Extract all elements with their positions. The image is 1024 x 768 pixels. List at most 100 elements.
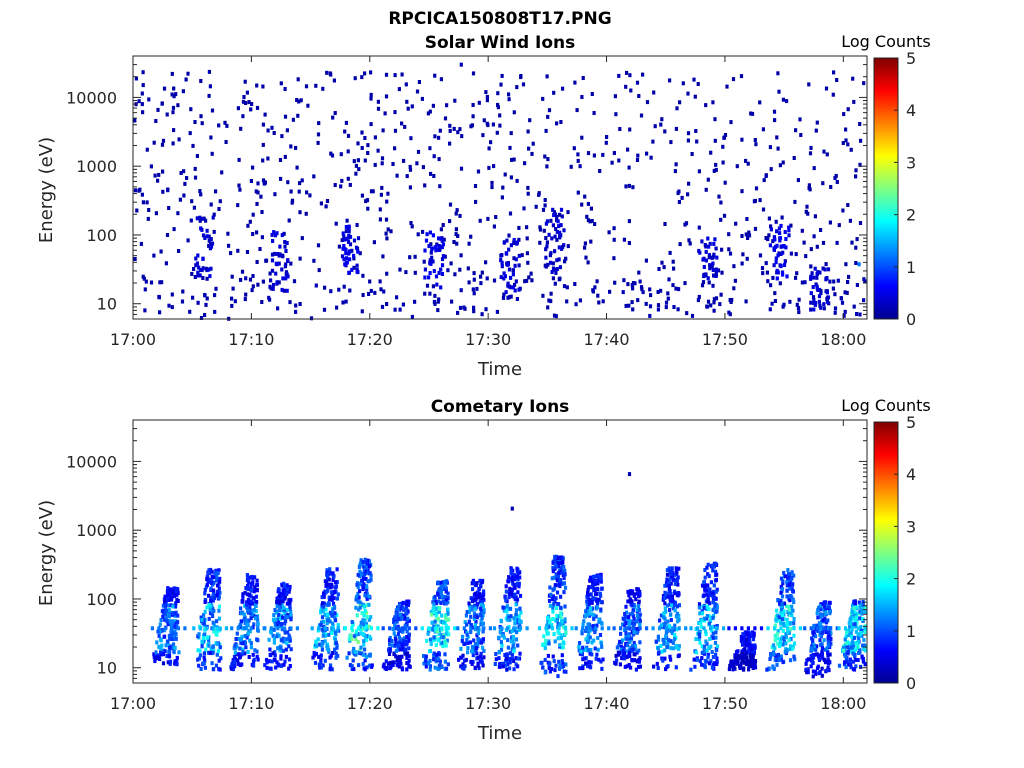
heatmap-cell [711, 631, 715, 636]
heatmap-cell [409, 221, 413, 225]
heatmap-cell [515, 597, 520, 602]
heatmap-cell [204, 302, 208, 307]
heatmap-cell [745, 217, 749, 221]
heatmap-cell [472, 638, 476, 643]
heatmap-cell [312, 653, 317, 658]
heatmap-cell [385, 199, 389, 204]
heatmap-cell [283, 114, 288, 119]
heatmap-cell [366, 579, 370, 584]
heatmap-cell [590, 652, 594, 657]
heatmap-cell [775, 276, 779, 281]
heatmap-cell [720, 270, 724, 275]
heatmap-cell [149, 164, 153, 169]
heatmap-cell [547, 641, 551, 646]
heatmap-cell [331, 571, 335, 576]
heatmap-cell [251, 274, 255, 278]
heatmap-cell [259, 194, 263, 199]
heatmap-cell [350, 626, 354, 631]
heatmap-cell [247, 593, 251, 598]
heatmap-cell [719, 200, 723, 205]
heatmap-cell [510, 652, 514, 657]
heatmap-cell [275, 600, 279, 605]
heatmap-cell [173, 645, 177, 650]
heatmap-cell [753, 645, 757, 650]
heatmap-cell [659, 122, 663, 127]
heatmap-cell [344, 229, 348, 234]
heatmap-cell [427, 661, 431, 666]
heatmap-cell [651, 626, 655, 631]
heatmap-cell [473, 606, 478, 611]
heatmap-cell [263, 663, 267, 668]
heatmap-cell [367, 292, 371, 296]
heatmap-cell [389, 229, 393, 234]
heatmap-cell [232, 646, 236, 651]
heatmap-cell [507, 233, 511, 238]
heatmap-cell [275, 660, 279, 665]
heatmap-cell [285, 607, 289, 612]
heatmap-cell [287, 657, 292, 662]
heatmap-cell [236, 658, 240, 663]
heatmap-cell [856, 632, 860, 637]
heatmap-cell [207, 643, 211, 648]
heatmap-cell [346, 229, 351, 233]
heatmap-cell [707, 621, 712, 626]
heatmap-cell [155, 640, 159, 645]
heatmap-cell [274, 610, 278, 615]
heatmap-cell [271, 286, 275, 291]
heatmap-cell [359, 620, 363, 625]
heatmap-cell [278, 594, 282, 599]
heatmap-cell [405, 619, 409, 624]
heatmap-cell [217, 666, 221, 671]
heatmap-cell [201, 256, 205, 261]
heatmap-cell [845, 659, 849, 664]
heatmap-cell [380, 304, 385, 309]
heatmap-cell [551, 605, 555, 610]
heatmap-cell [169, 634, 173, 638]
heatmap-cell [481, 604, 485, 609]
heatmap-cell [858, 650, 862, 655]
heatmap-cell [327, 595, 331, 600]
heatmap-cell [261, 122, 265, 127]
heatmap-cell [363, 667, 367, 672]
heatmap-cell [173, 603, 177, 608]
heatmap-cell [518, 626, 523, 631]
heatmap-cell [253, 585, 257, 590]
heatmap-cell [252, 622, 256, 627]
heatmap-cell [384, 231, 388, 236]
heatmap-cell [858, 609, 862, 614]
heatmap-cell [564, 662, 568, 667]
heatmap-cell [559, 635, 564, 640]
heatmap-cell [414, 626, 418, 631]
heatmap-cell [453, 626, 457, 631]
heatmap-cell [627, 472, 632, 477]
heatmap-cell [216, 649, 220, 654]
heatmap-cell [368, 571, 372, 576]
heatmap-cell [728, 312, 732, 317]
heatmap-cell [284, 262, 288, 267]
heatmap-cell [710, 650, 714, 654]
heatmap-cell [759, 626, 764, 631]
heatmap-cell [591, 624, 595, 629]
heatmap-cell [787, 575, 791, 580]
heatmap-cell [434, 643, 438, 647]
x-tick-label: 17:50 [702, 330, 748, 349]
heatmap-cell [198, 626, 202, 631]
heatmap-cell [540, 660, 544, 665]
heatmap-cell [592, 111, 596, 115]
heatmap-cell [635, 608, 639, 613]
heatmap-cell [823, 600, 827, 605]
heatmap-cell [631, 307, 635, 312]
heatmap-cell [498, 629, 502, 634]
heatmap-cell [453, 98, 457, 103]
heatmap-cell [827, 600, 831, 605]
heatmap-cell [711, 568, 715, 573]
heatmap-cell [330, 667, 334, 672]
heatmap-cell [378, 279, 382, 284]
heatmap-cell [552, 575, 556, 580]
heatmap-cell [788, 586, 792, 591]
heatmap-cell [439, 77, 443, 82]
heatmap-cell [546, 305, 550, 310]
heatmap-cell [217, 123, 221, 128]
heatmap-cell [285, 241, 289, 245]
heatmap-cell [471, 578, 475, 583]
